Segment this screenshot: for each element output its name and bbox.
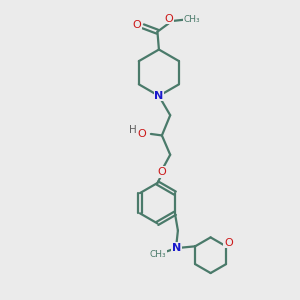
Text: O: O xyxy=(138,129,146,139)
Text: O: O xyxy=(224,238,233,248)
Text: O: O xyxy=(164,14,173,24)
Text: H: H xyxy=(129,125,137,135)
Text: CH₃: CH₃ xyxy=(150,250,166,259)
Text: O: O xyxy=(157,167,166,177)
Text: N: N xyxy=(154,91,164,101)
Text: N: N xyxy=(172,243,181,253)
Text: O: O xyxy=(133,20,142,30)
Text: CH₃: CH₃ xyxy=(183,15,200,24)
